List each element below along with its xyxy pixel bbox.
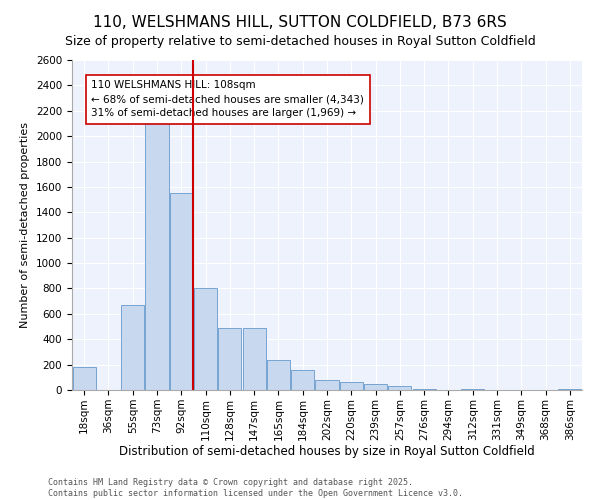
Bar [291,370,314,390]
Bar [388,386,412,390]
Bar [364,384,387,390]
Bar [316,380,338,390]
Bar [242,328,266,390]
Bar [218,328,241,390]
Bar [121,305,144,390]
Bar [267,360,290,390]
Bar [194,288,217,390]
Bar [73,367,95,390]
Text: 110, WELSHMANS HILL, SUTTON COLDFIELD, B73 6RS: 110, WELSHMANS HILL, SUTTON COLDFIELD, B… [93,15,507,30]
Bar [145,124,169,390]
Bar [559,388,581,390]
Bar [340,382,363,390]
Text: Size of property relative to semi-detached houses in Royal Sutton Coldfield: Size of property relative to semi-detach… [65,35,535,48]
Bar [170,194,193,390]
Y-axis label: Number of semi-detached properties: Number of semi-detached properties [20,122,31,328]
X-axis label: Distribution of semi-detached houses by size in Royal Sutton Coldfield: Distribution of semi-detached houses by … [119,446,535,458]
Text: 110 WELSHMANS HILL: 108sqm
← 68% of semi-detached houses are smaller (4,343)
31%: 110 WELSHMANS HILL: 108sqm ← 68% of semi… [91,80,364,118]
Text: Contains HM Land Registry data © Crown copyright and database right 2025.
Contai: Contains HM Land Registry data © Crown c… [48,478,463,498]
Bar [461,388,484,390]
